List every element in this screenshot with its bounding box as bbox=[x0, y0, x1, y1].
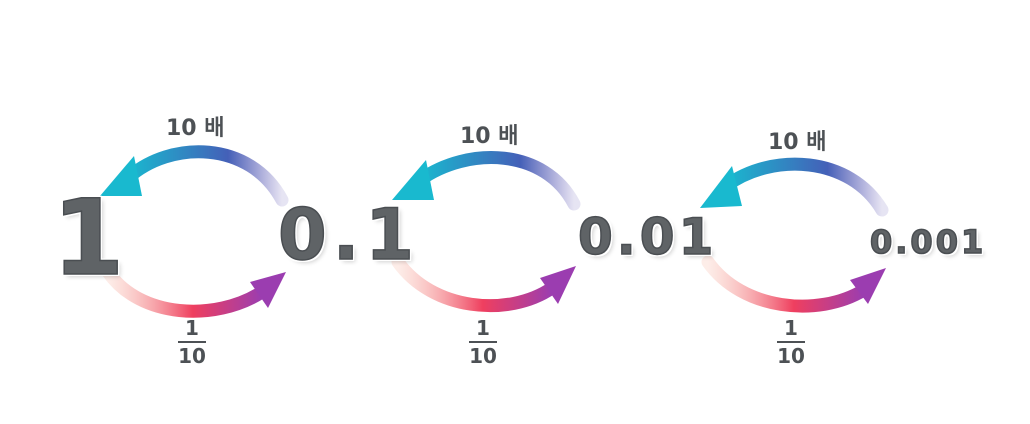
lower-arrow-3 bbox=[701, 255, 886, 313]
one-tenth-label-3: 1 10 bbox=[771, 318, 811, 366]
one-tenth-label-2: 1 10 bbox=[463, 318, 503, 366]
fraction-numerator: 1 bbox=[784, 316, 798, 340]
number-1: 1 bbox=[51, 177, 125, 299]
lower-arrow-1 bbox=[101, 265, 286, 318]
times-ten-label-1: 10 배 bbox=[166, 116, 225, 141]
fraction-numerator: 1 bbox=[185, 316, 199, 340]
upper-arrow-1 bbox=[100, 145, 289, 207]
fraction-bar bbox=[469, 341, 497, 343]
one-tenth-label-1: 1 10 bbox=[172, 318, 212, 366]
fraction-denominator: 10 bbox=[178, 344, 206, 368]
lower-arrow-2 bbox=[391, 255, 576, 313]
times-ten-label-3: 10 배 bbox=[768, 130, 827, 155]
fraction-denominator: 10 bbox=[469, 344, 497, 368]
fraction-denominator: 10 bbox=[777, 344, 805, 368]
number-0-001: 0.001 bbox=[869, 223, 987, 261]
fraction-bar bbox=[777, 341, 805, 343]
times-ten-label-2: 10 배 bbox=[460, 124, 519, 149]
upper-arrow-2 bbox=[392, 151, 581, 211]
fraction-bar bbox=[178, 341, 206, 343]
number-0-1: 0.1 bbox=[277, 194, 421, 276]
number-0-01: 0.01 bbox=[577, 208, 718, 266]
fraction-numerator: 1 bbox=[476, 316, 490, 340]
upper-arrow-3 bbox=[700, 157, 889, 217]
